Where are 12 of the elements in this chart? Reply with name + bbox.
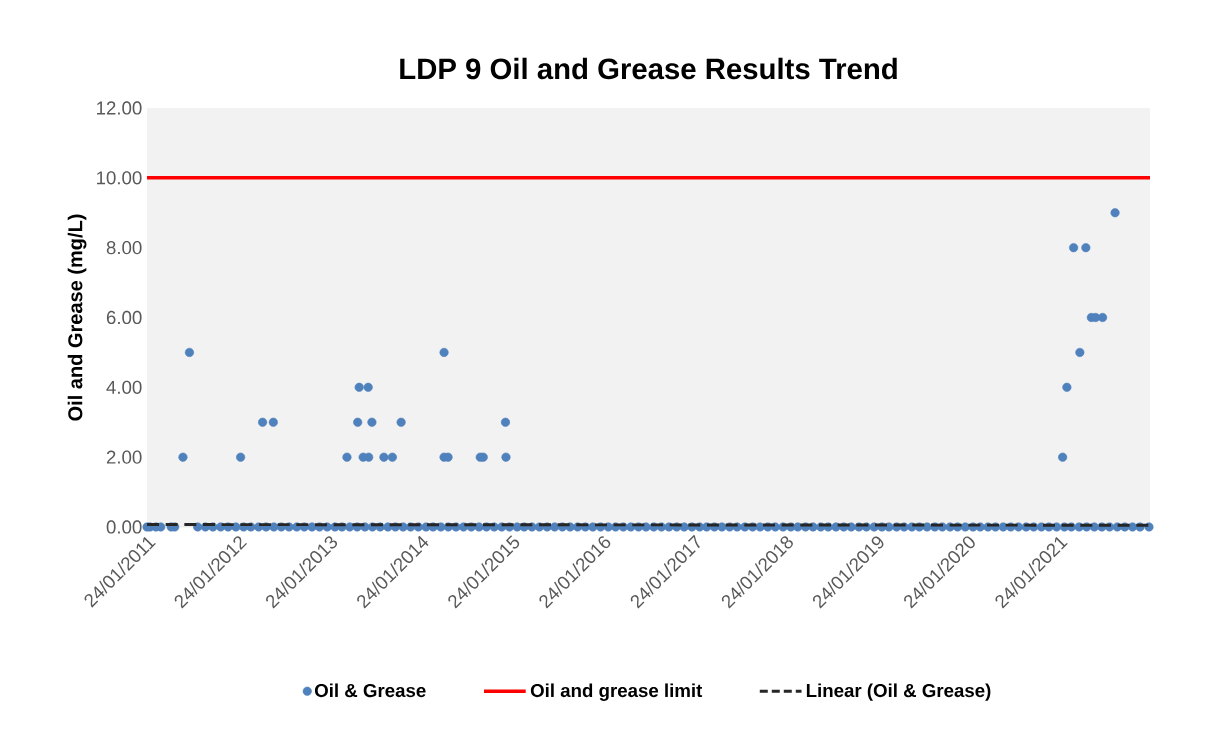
y-tick-label: 4.00: [106, 380, 142, 394]
chart-title: LDP 9 Oil and Grease Results Trend: [400, 57, 897, 80]
y-tick-label: 6.00: [106, 310, 142, 325]
y-tick-label: 12.00: [97, 101, 142, 115]
y-tick-label: 10.00: [97, 171, 142, 185]
legend-label: Oil and grease limit: [530, 683, 703, 701]
legend-label: Oil & Grease: [314, 683, 426, 698]
y-tick-label: 2.00: [106, 450, 142, 464]
y-axis-title: Oil and Grease (mg/L): [67, 214, 87, 421]
legend-label: Linear (Oil & Grease): [806, 683, 991, 701]
y-tick-label: 0.00: [106, 520, 142, 534]
y-tick-label: 8.00: [106, 241, 142, 255]
